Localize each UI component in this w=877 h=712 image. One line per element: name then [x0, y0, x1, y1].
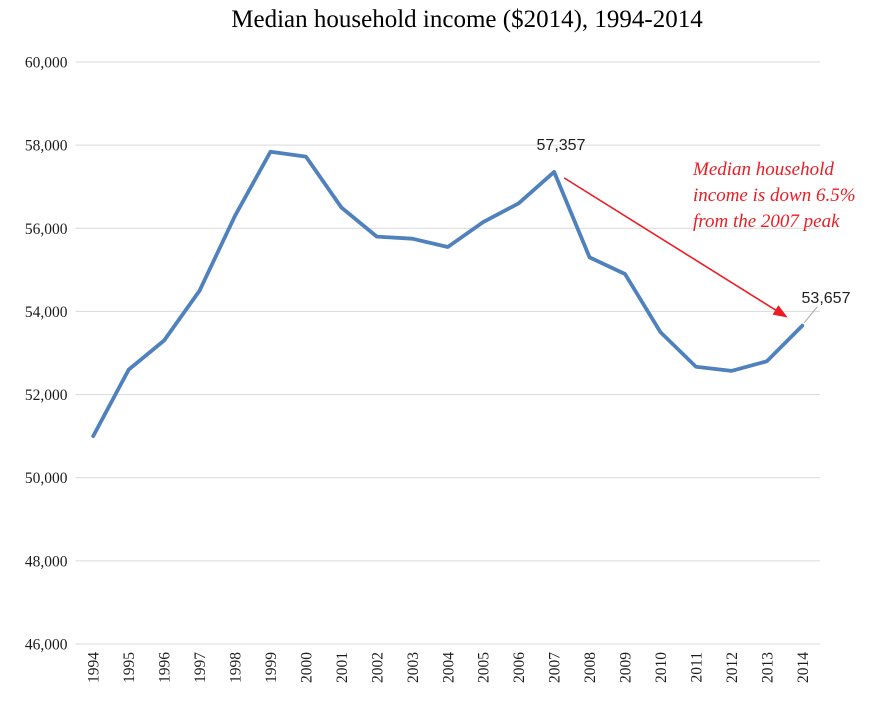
- x-tick-label-2009: 2009: [618, 652, 635, 683]
- x-tick-label-1994: 1994: [86, 652, 103, 683]
- y-tick-label-52000: 52,000: [25, 387, 68, 404]
- data-label-2014: 53,657: [801, 290, 851, 307]
- callout-arrow: [563, 177, 788, 318]
- data-label-2007-peak: 57,357: [536, 137, 586, 154]
- x-tick-label-2011: 2011: [688, 652, 705, 682]
- label-leader-line: [803, 306, 818, 324]
- y-tick-label-56000: 56,000: [25, 221, 68, 238]
- x-tick-label-2012: 2012: [724, 652, 741, 683]
- x-tick-label-2008: 2008: [582, 652, 599, 683]
- x-tick-label-2003: 2003: [405, 652, 422, 683]
- y-tick-label-58000: 58,000: [25, 138, 68, 155]
- x-tick-label-1998: 1998: [228, 652, 245, 683]
- x-tick-label-1995: 1995: [121, 652, 138, 683]
- income-line-series: [91, 149, 805, 438]
- x-tick-label-2005: 2005: [476, 652, 493, 683]
- annotation-callout-line-3: from the 2007 peak: [693, 211, 840, 232]
- x-tick-label-1996: 1996: [157, 652, 174, 683]
- x-tick-label-2006: 2006: [511, 652, 528, 683]
- x-tick-label-2010: 2010: [653, 652, 670, 683]
- y-tick-label-60000: 60,000: [25, 55, 68, 72]
- y-tick-label-50000: 50,000: [25, 470, 68, 487]
- x-tick-label-1999: 1999: [263, 652, 280, 683]
- x-tick-label-2014: 2014: [795, 652, 812, 683]
- y-tick-label-48000: 48,000: [25, 553, 68, 570]
- x-tick-label-2007: 2007: [547, 652, 564, 683]
- x-tick-label-2004: 2004: [440, 652, 457, 683]
- x-tick-label-1997: 1997: [192, 652, 209, 683]
- chart-title: Median household income ($2014), 1994-20…: [231, 6, 703, 33]
- x-tick-label-2013: 2013: [759, 652, 776, 683]
- annotation-callout-line-2: income is down 6.5%: [693, 185, 856, 206]
- x-tick-label-2000: 2000: [298, 652, 315, 683]
- x-tick-label-2002: 2002: [369, 652, 386, 683]
- y-tick-label-46000: 46,000: [25, 637, 68, 654]
- x-tick-label-2001: 2001: [334, 652, 351, 683]
- y-tick-label-54000: 54,000: [25, 304, 68, 321]
- annotation-callout: Median household income is down 6.5% fro…: [693, 157, 856, 235]
- annotation-callout-line-1: Median household: [693, 159, 834, 180]
